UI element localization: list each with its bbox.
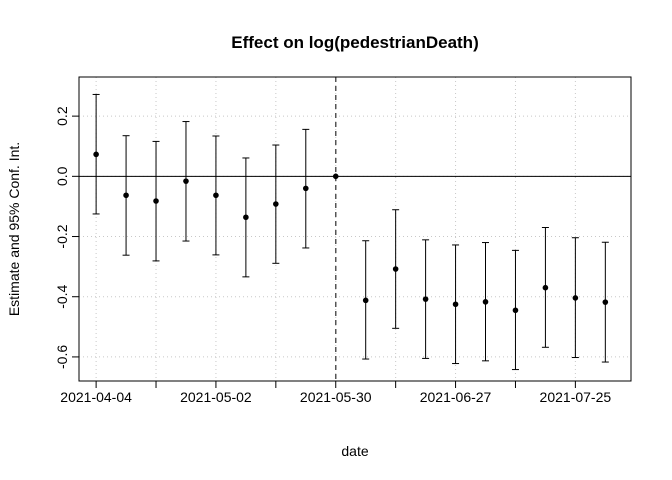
data-point [602, 299, 609, 305]
x-tick-label: 2021-05-30 [300, 389, 372, 405]
data-point [542, 284, 549, 291]
data-point [302, 185, 309, 192]
data-point [482, 299, 489, 305]
y-tick-label: 0.2 [54, 106, 70, 126]
x-tick-label: 2021-04-04 [60, 389, 132, 405]
x-tick-label: 2021-07-25 [540, 389, 612, 405]
data-point [422, 296, 429, 302]
data-point [243, 214, 249, 221]
data-point [213, 192, 219, 199]
y-axis: 0.2 0.0 -0.2 -0.4 -0.6 [54, 106, 80, 369]
data-point [153, 198, 159, 204]
x-tick-label: 2021-05-02 [180, 389, 252, 405]
data-points [93, 151, 609, 314]
data-point [362, 297, 369, 304]
data-point [452, 301, 459, 308]
x-axis-label: date [341, 443, 368, 459]
y-axis-label: Estimate and 95% Conf. Int. [6, 142, 22, 316]
y-tick-label: -0.2 [54, 224, 70, 248]
data-point [93, 151, 99, 158]
data-point [183, 178, 189, 184]
data-point [572, 295, 579, 301]
y-tick-label: -0.4 [54, 284, 70, 308]
x-tick-label: 2021-06-27 [420, 389, 492, 405]
x-axis: 2021-04-04 2021-05-02 2021-05-30 2021-06-27… [60, 380, 612, 405]
data-point [123, 192, 129, 199]
chart-title: Effect on log(pedestrianDeath) [231, 33, 478, 52]
error-bars [92, 93, 609, 371]
reference-lines [79, 77, 631, 381]
data-point [332, 173, 339, 180]
y-tick-label: -0.6 [54, 345, 70, 369]
grid [79, 77, 631, 381]
data-point [512, 307, 519, 314]
y-tick-label: 0.0 [54, 166, 70, 186]
plot-frame [78, 76, 632, 382]
data-point [392, 266, 399, 272]
data-point [273, 201, 279, 207]
